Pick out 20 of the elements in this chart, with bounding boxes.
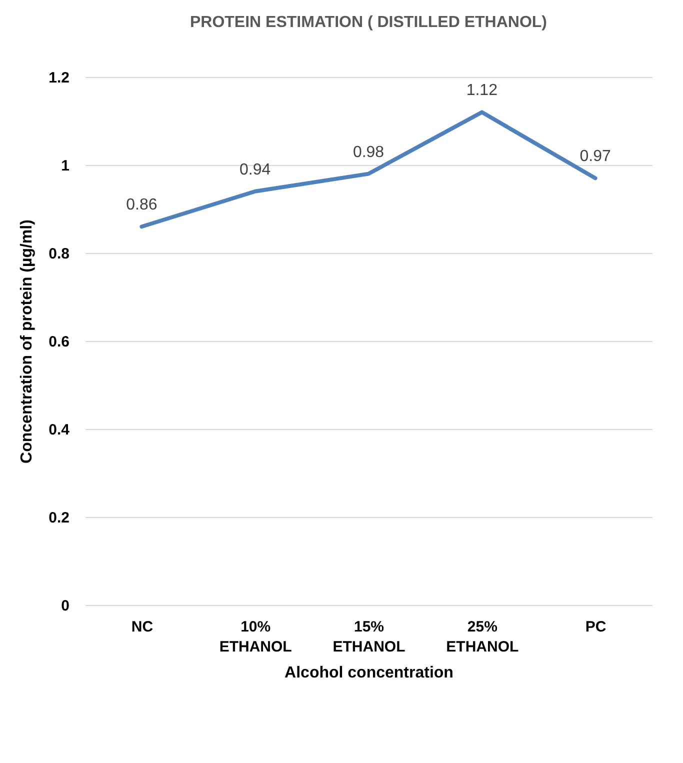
- data-label: 0.94: [240, 161, 271, 178]
- x-tick-label: 10% ETHANOL: [219, 618, 292, 656]
- data-label: 1.12: [466, 82, 498, 100]
- x-axis-title: Alcohol concentration: [284, 664, 454, 682]
- data-label: 0.97: [580, 148, 611, 166]
- y-tick-label: 0: [61, 598, 70, 614]
- x-tick-label: NC: [131, 618, 154, 636]
- y-axis-title: Concentration of protein (µg/ml): [18, 220, 36, 464]
- x-tick-label: 15% ETHANOL: [332, 618, 406, 656]
- y-tick-label: 0.2: [48, 510, 70, 526]
- y-tick-label: 1.2: [48, 70, 70, 86]
- y-tick-label: 0.4: [48, 422, 70, 438]
- y-tick-label: 0.8: [48, 246, 70, 262]
- x-tick-label: PC: [585, 618, 606, 636]
- chart-title: PROTEIN ESTIMATION ( DISTILLED ETHANOL): [190, 14, 548, 31]
- y-tick-label: 0.6: [48, 334, 70, 350]
- y-tick-label: 1: [61, 158, 70, 174]
- data-label: 0.86: [126, 196, 158, 214]
- data-label: 0.98: [352, 144, 384, 161]
- x-tick-label: 25% ETHANOL: [446, 618, 519, 656]
